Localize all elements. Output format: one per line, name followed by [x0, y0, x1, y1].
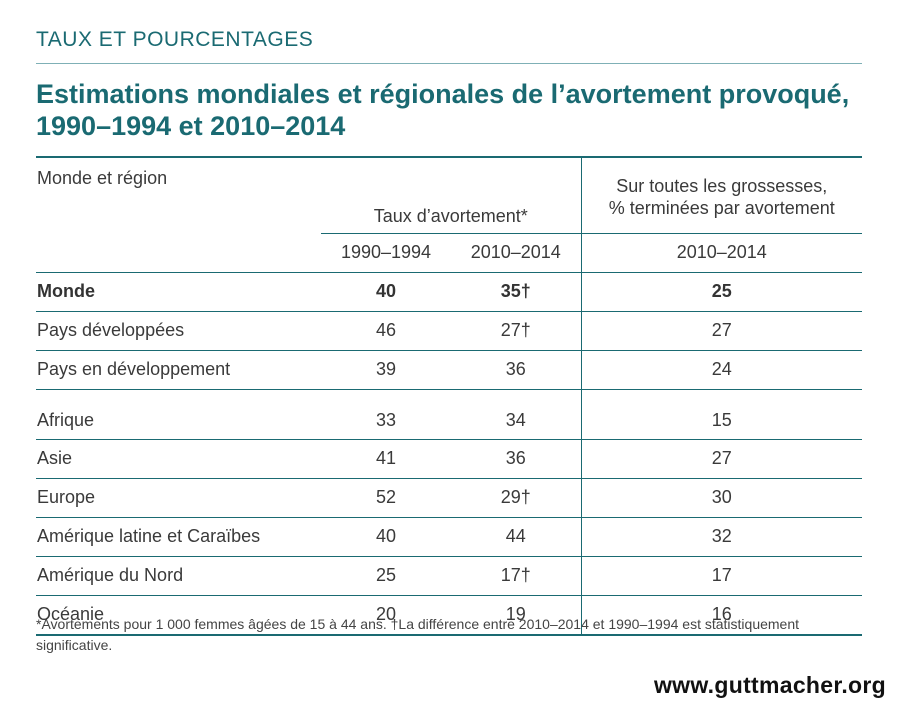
pct-2010-2014-cell: 30 — [580, 478, 862, 518]
table-footnote: *Avortements pour 1 000 femmes âgées de … — [36, 616, 800, 653]
pct-2010-2014-cell: 27 — [580, 311, 862, 351]
brand-url: www.guttmacher.org — [653, 672, 886, 698]
rate-1990-1994-cell: 40 — [321, 517, 451, 557]
region-cell: Pays développées — [36, 311, 321, 351]
rate-2010-2014-cell: 35† — [451, 272, 581, 312]
rate-1990-1994-cell: 33 — [321, 389, 451, 440]
region-cell: Asie — [36, 439, 321, 479]
year-header-2010-2014: 2010–2014 — [451, 233, 581, 273]
header-blank-cell — [36, 233, 321, 273]
table-row: Asie 41 36 27 — [36, 439, 862, 479]
rate-2010-2014-cell: 44 — [451, 517, 581, 557]
section-kicker: TAUX ET POURCENTAGES — [36, 28, 314, 51]
rate-group-header: Taux d’avortement* — [321, 158, 581, 234]
table-row: Monde 40 35† 25 — [36, 272, 862, 312]
table-row: Europe 52 29† 30 — [36, 478, 862, 518]
rate-2010-2014-cell: 36 — [451, 350, 581, 390]
abortion-table: Monde et région Taux d’avortement* Sur t… — [36, 156, 862, 636]
rate-2010-2014-cell: 27† — [451, 311, 581, 351]
rate-1990-1994-cell: 40 — [321, 272, 451, 312]
rate-2010-2014-cell: 36 — [451, 439, 581, 479]
rate-1990-1994-cell: 25 — [321, 556, 451, 596]
rate-1990-1994-cell: 41 — [321, 439, 451, 479]
table-title: Estimations mondiales et régionales de l… — [36, 79, 850, 141]
pct-group-header-line2: % terminées par avortement — [608, 197, 835, 218]
rate-1990-1994-cell: 46 — [321, 311, 451, 351]
pct-2010-2014-cell: 15 — [580, 389, 862, 440]
table-row: Pays développées 46 27† 27 — [36, 311, 862, 351]
region-cell: Europe — [36, 478, 321, 518]
table-row: Pays en développement 39 36 24 — [36, 350, 862, 390]
region-column-header: Monde et région — [37, 168, 168, 188]
table-row: Amérique latine et Caraïbes 40 44 32 — [36, 517, 862, 557]
table-row: Amérique du Nord 25 17† 17 — [36, 556, 862, 596]
year-header-1990-1994: 1990–1994 — [321, 233, 451, 273]
pct-2010-2014-cell: 24 — [580, 350, 862, 390]
region-cell: Afrique — [36, 389, 321, 440]
rate-1990-1994-cell: 39 — [321, 350, 451, 390]
pct-2010-2014-cell: 17 — [580, 556, 862, 596]
pct-2010-2014-cell: 25 — [580, 272, 862, 312]
rate-2010-2014-cell: 34 — [451, 389, 581, 440]
pct-group-header: Sur toutes les grossesses, % terminées p… — [580, 158, 862, 234]
rate-1990-1994-cell: 20 — [321, 595, 451, 636]
rate-1990-1994-cell: 52 — [321, 478, 451, 518]
table-row: Océanie 20 19 16 — [36, 595, 862, 636]
region-cell: Monde — [36, 272, 321, 312]
kicker-divider — [36, 63, 862, 64]
table-row: Afrique 33 34 15 — [36, 389, 862, 440]
pct-year-header: 2010–2014 — [580, 233, 862, 273]
region-cell: Amérique du Nord — [36, 556, 321, 596]
rate-2010-2014-cell: 29† — [451, 478, 581, 518]
pct-2010-2014-cell: 32 — [580, 517, 862, 557]
pct-group-header-line1: Sur toutes les grossesses, — [616, 175, 828, 196]
rate-2010-2014-cell: 19 — [451, 595, 581, 636]
rate-2010-2014-cell: 17† — [451, 556, 581, 596]
pct-2010-2014-cell: 16 — [580, 595, 862, 636]
region-cell: Océanie — [36, 595, 321, 636]
region-cell: Pays en développement — [36, 350, 321, 390]
region-cell: Amérique latine et Caraïbes — [36, 517, 321, 557]
pct-2010-2014-cell: 27 — [580, 439, 862, 479]
